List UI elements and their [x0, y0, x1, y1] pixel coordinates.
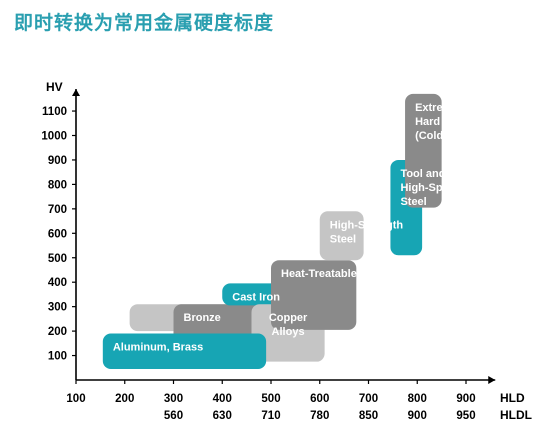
x-tick-label-hld: 100 — [66, 393, 85, 405]
bar-heat-treatable-steel — [271, 260, 357, 330]
y-tick-label: 300 — [48, 302, 67, 314]
x-tick-label-hldl: 900 — [408, 410, 427, 422]
x-axis-label-hld: HLD — [500, 391, 525, 405]
bar-label-extremely-hard-steels: Hard Steels — [415, 116, 476, 128]
y-axis-label: HV — [46, 80, 63, 94]
axes-layer — [72, 89, 496, 384]
bar-label-tool-steel: Tool and — [400, 168, 445, 180]
y-tick-label: 400 — [48, 277, 67, 289]
y-axis-arrow — [72, 89, 80, 97]
x-tick-label-hldl: 780 — [310, 410, 329, 422]
page-title: 即时转换为常用金属硬度标度 — [14, 12, 275, 34]
x-axis-label-hldl: HLDL — [500, 408, 532, 422]
y-tick-label: 1100 — [42, 106, 67, 118]
x-tick-label-hld: 900 — [456, 393, 475, 405]
x-axis-arrow — [488, 376, 496, 384]
x-tick-label-hld: 400 — [213, 393, 232, 405]
bar-label-heat-treatable-steel: Heat-Treatable Steel — [281, 268, 386, 280]
y-tick-label: 200 — [48, 326, 67, 338]
bar-extremely-hard-steels — [405, 93, 442, 208]
bar-label-extremely-hard-steels: Extremely — [415, 102, 468, 114]
x-tick-label-hld: 800 — [408, 393, 427, 405]
bars-layer — [102, 93, 442, 369]
bar-label-cast-iron: Cast Iron — [232, 291, 280, 303]
x-tick-label-hldl: 630 — [213, 410, 232, 422]
y-tick-label: 900 — [48, 155, 67, 167]
x-tick-label-hld: 300 — [164, 393, 183, 405]
labels-layer: Aluminum, Brass Bronze Cast Iron Copper Allo… — [41, 80, 532, 422]
bar-label-high-strength-steel: Steel — [330, 233, 356, 245]
bar-label-extremely-hard-steels: (Cold Rolls) — [415, 130, 477, 142]
y-tick-label: 100 — [48, 351, 67, 363]
x-tick-label-hld: 500 — [261, 393, 280, 405]
y-tick-label: 500 — [48, 253, 67, 265]
bar-label-high-strength-steel: High-Strength — [330, 219, 404, 231]
x-tick-label-hld: 200 — [115, 393, 134, 405]
x-tick-label-hld: 700 — [359, 393, 378, 405]
bar-label-bronze: Bronze — [184, 312, 221, 324]
y-tick-label: 800 — [48, 179, 67, 191]
x-tick-label-hldl: 710 — [261, 410, 280, 422]
bar-label-tool-steel: Steel — [400, 196, 426, 208]
y-tick-label: 700 — [48, 204, 67, 216]
x-tick-label-hld: 600 — [310, 393, 329, 405]
bar-label-copper-alloys: Copper — [269, 312, 308, 324]
bar-label-copper-alloys: Alloys — [272, 326, 305, 338]
y-tick-label: 600 — [48, 228, 67, 240]
bar-high-strength-steel — [319, 211, 364, 261]
x-tick-label-hldl: 560 — [164, 410, 183, 422]
x-tick-label-hldl: 950 — [456, 410, 475, 422]
x-tick-label-hldl: 850 — [359, 410, 378, 422]
bar-aluminum-brass — [102, 333, 267, 369]
y-tick-label: 1000 — [41, 131, 67, 143]
bar-label-tool-steel: High-Speed — [400, 182, 461, 194]
bar-label-aluminum-brass: Aluminum, Brass — [113, 342, 203, 354]
